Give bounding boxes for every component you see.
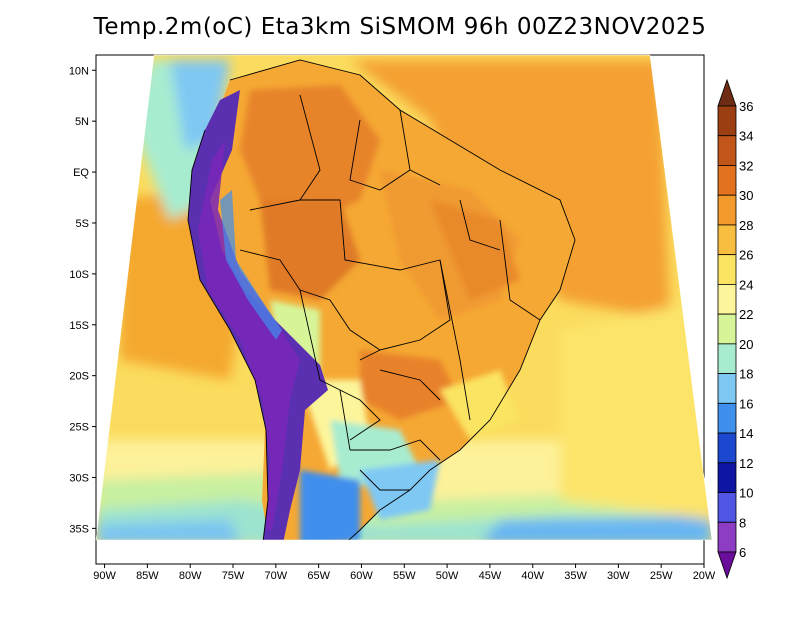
colorbar-label: 8 [739, 515, 746, 530]
colorbar-segment [717, 373, 737, 404]
lon-tick-label: 80W [179, 570, 202, 582]
model-domain-outline [95, 54, 713, 541]
colorbar-segment [717, 194, 737, 226]
colorbar-label: 24 [739, 277, 753, 292]
lon-tick-label: 60W [350, 570, 373, 582]
lat-tick-label: 25S [69, 422, 89, 434]
lat-tick-label: 5S [76, 218, 89, 230]
colorbar-label: 20 [739, 337, 753, 352]
colorbar-segment [717, 165, 737, 196]
colorbar-segment [717, 254, 737, 285]
lon-tick-label: 30W [607, 570, 630, 582]
lat-tick-label: 35S [69, 523, 89, 535]
temperature-field [96, 55, 712, 540]
colorbar-segment [717, 105, 737, 137]
colorbar-segment [717, 402, 737, 434]
lat-tick-label: EQ [73, 167, 89, 179]
colorbar-top-arrow [717, 78, 737, 107]
lat-tick-label: 30S [69, 472, 89, 484]
lat-tick-label: 10N [69, 65, 89, 77]
colorbar-label: 34 [739, 129, 753, 144]
lon-tick-label: 40W [521, 570, 544, 582]
colorbar-label: 32 [739, 158, 753, 173]
lon-tick-label: 65W [307, 570, 330, 582]
colorbar-label: 28 [739, 218, 753, 233]
colorbar-label: 10 [739, 486, 753, 501]
colorbar-bottom-arrow [717, 551, 737, 580]
colorbar-segment [717, 492, 737, 523]
colorbar-label: 18 [739, 367, 753, 382]
lon-tick-label: 25W [650, 570, 673, 582]
colorbar-segment [717, 432, 737, 464]
colorbar-segment [717, 313, 737, 345]
lat-tick-label: 20S [69, 371, 89, 383]
lon-tick-label: 35W [564, 570, 587, 582]
lon-tick-label: 50W [436, 570, 459, 582]
lon-tick-label: 90W [93, 570, 116, 582]
lon-tick-label: 20W [693, 570, 716, 582]
country-boundaries [187, 59, 576, 540]
colorbar-label: 30 [739, 188, 753, 203]
colorbar-label: 16 [739, 396, 753, 411]
longitude-axis: 90W 85W 80W 75W 70W 65W 60W 55W 50W 45W 40W 35W 30W 2… [93, 564, 716, 582]
lon-tick-label: 55W [393, 570, 416, 582]
land-temperature [188, 60, 575, 540]
colorbar: 36 34 32 30 28 26 24 22 20 18 16 14 12 10 8 6 [717, 78, 753, 580]
colorbar-label: 12 [739, 456, 753, 471]
colorbar-segment [717, 135, 737, 166]
colorbar-segment [717, 224, 737, 256]
map-title: Temp.2m(oC) Eta3km SiSMOM 96h 00Z23NOV20… [93, 14, 707, 40]
lat-tick-label: 15S [69, 320, 89, 332]
lon-tick-label: 45W [479, 570, 502, 582]
lat-tick-label: 10S [69, 269, 89, 281]
lon-tick-label: 70W [265, 570, 288, 582]
colorbar-label: 36 [739, 99, 753, 114]
lon-tick-label: 85W [136, 570, 159, 582]
lat-tick-label: 5N [75, 116, 89, 128]
colorbar-label: 6 [739, 545, 746, 560]
colorbar-segment [717, 521, 737, 553]
colorbar-segment [717, 462, 737, 493]
colorbar-label: 26 [739, 248, 753, 263]
lon-tick-label: 75W [222, 570, 245, 582]
colorbar-label: 22 [739, 307, 753, 322]
latitude-axis: 10N 5N EQ 5S 10S 15S 20S 25S 30S 35S [69, 65, 96, 535]
colorbar-label: 14 [739, 426, 753, 441]
colorbar-segment [717, 283, 737, 315]
colorbar-segment [717, 343, 737, 375]
